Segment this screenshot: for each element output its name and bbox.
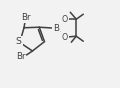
- Text: B: B: [53, 24, 59, 33]
- Text: Br: Br: [16, 53, 25, 62]
- Text: S: S: [16, 37, 22, 46]
- Text: Br: Br: [21, 13, 30, 22]
- Text: O: O: [61, 33, 67, 42]
- Text: O: O: [61, 15, 67, 24]
